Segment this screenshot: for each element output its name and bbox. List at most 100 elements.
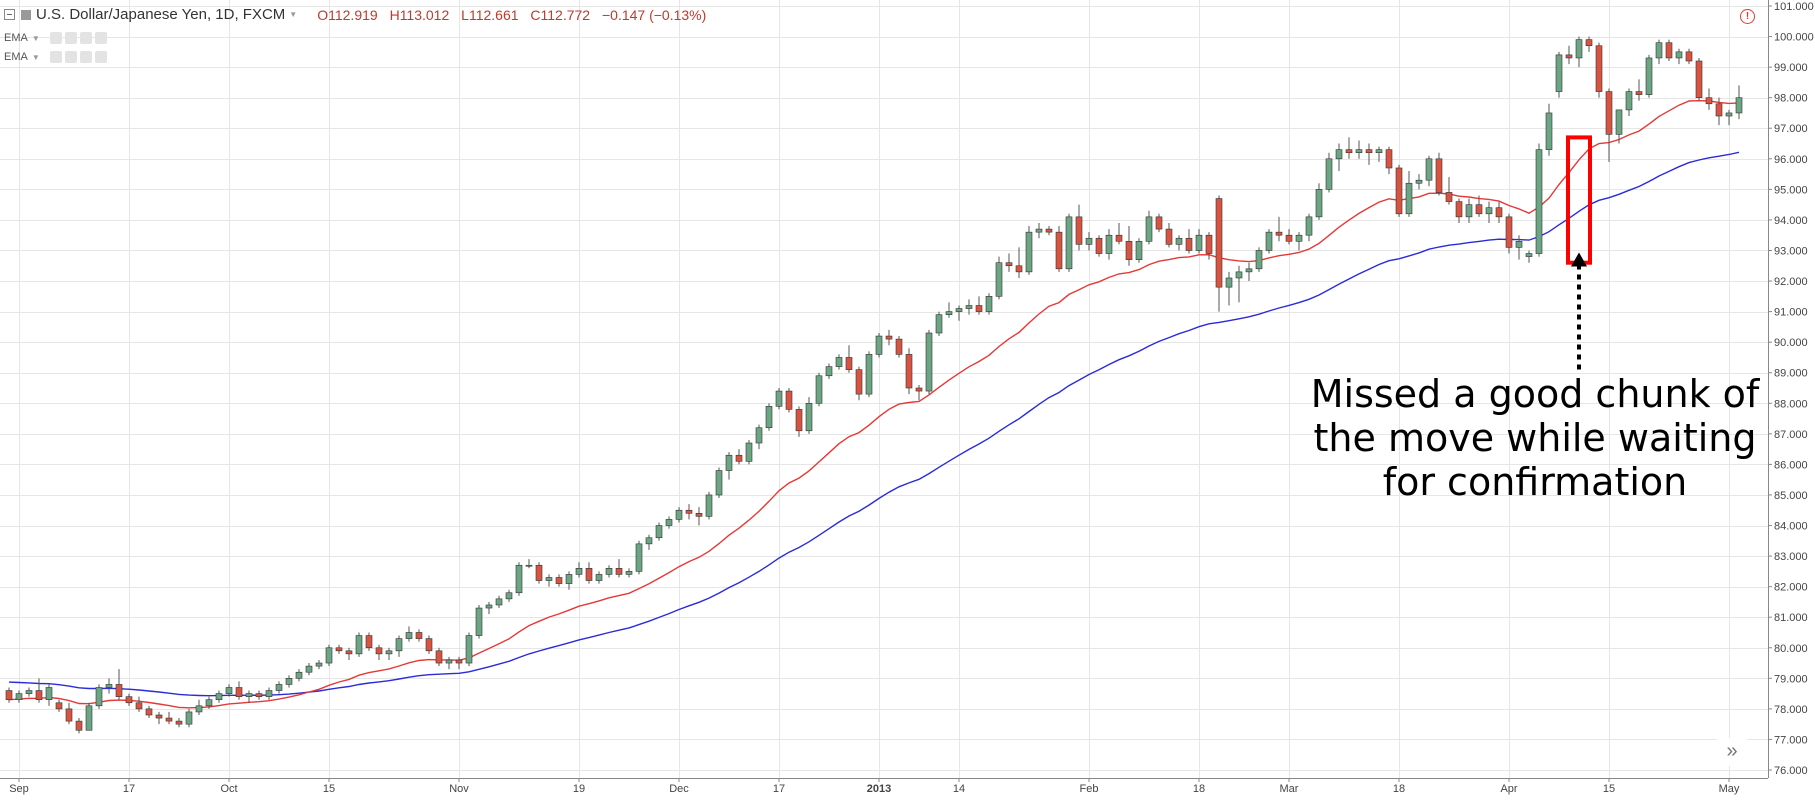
symbol-title[interactable]: U.S. Dollar/Japanese Yen, 1D, FXCM	[36, 6, 286, 23]
candle-down	[1385, 149, 1393, 169]
time-tick-label: 15	[1603, 783, 1615, 795]
candle-up	[1175, 237, 1183, 245]
candle-down	[1705, 97, 1713, 105]
candle-down	[435, 650, 443, 664]
chevron-down-icon[interactable]: ▼	[289, 10, 298, 19]
chevron-down-icon[interactable]: ▼	[31, 33, 40, 43]
close-icon[interactable]	[94, 51, 107, 63]
time-tick-label: Mar	[1280, 783, 1299, 795]
candle-up	[805, 402, 813, 432]
candle-down	[165, 717, 173, 722]
candle-up	[1615, 109, 1623, 135]
eye-icon[interactable]	[49, 51, 62, 63]
candle-up	[985, 296, 993, 312]
candle-down	[1005, 262, 1013, 267]
candle-down	[1565, 54, 1573, 59]
candle-up	[525, 564, 533, 567]
candle-up	[1555, 54, 1563, 92]
candle-up	[95, 687, 103, 707]
candle-down	[65, 708, 73, 722]
candle-down	[1095, 237, 1103, 254]
time-tick-label: May	[1719, 783, 1740, 795]
candle-up	[965, 305, 973, 309]
candle-down	[1275, 231, 1283, 236]
indicator-label[interactable]: EMA	[4, 51, 28, 63]
candle-up	[325, 647, 333, 664]
candle-up	[1375, 149, 1383, 153]
candle-down	[1125, 241, 1133, 260]
candle-up	[245, 693, 253, 697]
candle-up	[1325, 158, 1333, 190]
candle-down	[375, 647, 383, 655]
candle-up	[515, 564, 523, 594]
indicator-label[interactable]: EMA	[4, 32, 28, 44]
price-tick-label: 76.000	[1774, 765, 1808, 777]
time-tick-label: Feb	[1080, 783, 1099, 795]
candle-down	[1155, 216, 1163, 230]
change-value: −0.147 (−0.13%)	[601, 6, 707, 23]
scroll-to-realtime-button[interactable]: »	[1716, 738, 1748, 766]
candle-down	[1345, 149, 1353, 153]
eye-icon[interactable]	[49, 32, 62, 44]
candle-down	[1395, 167, 1403, 215]
candle-up	[745, 442, 753, 462]
candle-up	[1675, 51, 1683, 59]
chevron-down-icon[interactable]: ▼	[31, 52, 40, 62]
candle-up	[825, 366, 833, 377]
candle-down	[175, 720, 183, 725]
candle-up	[465, 635, 473, 664]
arrow-head	[1571, 252, 1587, 267]
candle-down	[555, 577, 563, 584]
price-tick-label: 84.000	[1774, 521, 1808, 533]
gear-icon[interactable]	[64, 51, 77, 63]
candle-up	[215, 693, 223, 701]
candle-down	[535, 564, 543, 581]
price-tick-label: 96.000	[1774, 154, 1808, 166]
candle-down	[1505, 216, 1513, 248]
indicator-legend-ema-slow[interactable]: EMA ▼	[4, 51, 107, 63]
alert-icon[interactable]: !	[1740, 9, 1755, 24]
price-tick-label: 93.000	[1774, 245, 1808, 257]
candle-down	[1635, 91, 1643, 95]
candle-up	[1335, 149, 1343, 160]
price-tick-label: 100.000	[1774, 32, 1814, 44]
time-tick-label: Sep	[9, 783, 29, 795]
candle-up	[1465, 204, 1473, 218]
candle-down	[1055, 231, 1063, 270]
close-icon[interactable]	[94, 32, 107, 44]
time-tick-label: 15	[323, 783, 335, 795]
gear-icon[interactable]	[64, 32, 77, 44]
candle-down	[1665, 42, 1673, 59]
plus-icon[interactable]	[79, 51, 92, 63]
time-tick-label: Apr	[1500, 783, 1517, 795]
candle-up	[445, 659, 453, 664]
candle-up	[285, 678, 293, 685]
candle-down	[125, 696, 133, 704]
candle-down	[1585, 39, 1593, 47]
time-tick-label: Dec	[669, 783, 689, 795]
candle-down	[255, 693, 263, 697]
candle-up	[185, 711, 193, 725]
candle-up	[605, 568, 613, 575]
candle-up	[1315, 189, 1323, 218]
plus-icon[interactable]	[79, 32, 92, 44]
candle-up	[1575, 39, 1583, 59]
symbol-legend[interactable]: U.S. Dollar/Japanese Yen, 1D, FXCM ▼ O11…	[4, 6, 714, 23]
candle-up	[815, 375, 823, 404]
time-tick-label: 17	[773, 783, 785, 795]
candle-up	[995, 262, 1003, 297]
candle-up	[1295, 234, 1303, 242]
candle-down	[365, 635, 373, 649]
candle-up	[1405, 182, 1413, 215]
candle-up	[1535, 149, 1543, 254]
collapse-legend-icon[interactable]	[4, 9, 15, 20]
candle-up	[1425, 158, 1433, 181]
candle-down	[1185, 237, 1193, 251]
candle-up	[595, 574, 603, 581]
candle-up	[635, 543, 643, 572]
candle-up	[385, 650, 393, 655]
price-tick-label: 95.000	[1774, 184, 1808, 196]
indicator-legend-ema-fast[interactable]: EMA ▼	[4, 32, 107, 44]
